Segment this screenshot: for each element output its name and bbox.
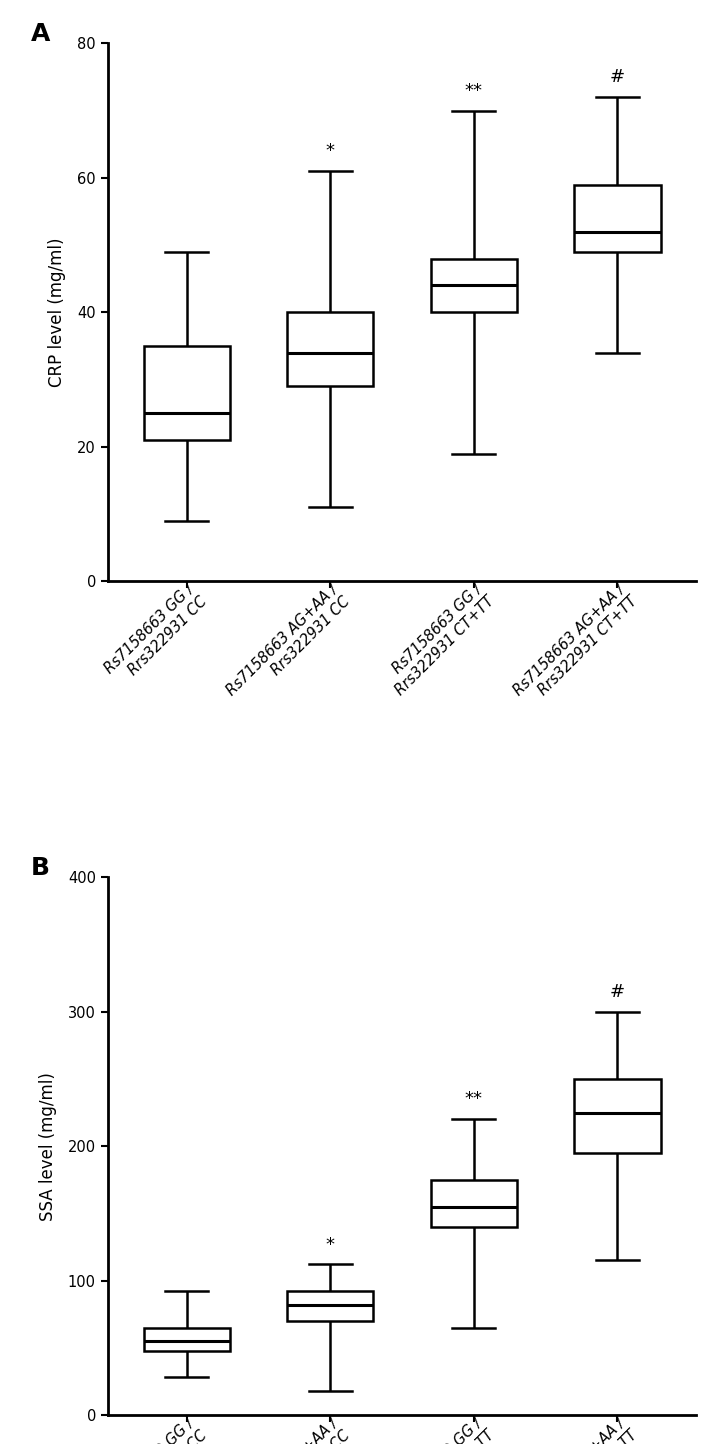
- PathPatch shape: [287, 1291, 373, 1321]
- Text: **: **: [465, 82, 483, 100]
- PathPatch shape: [431, 258, 517, 312]
- PathPatch shape: [574, 1079, 661, 1152]
- Text: #: #: [610, 983, 625, 1001]
- PathPatch shape: [431, 1180, 517, 1227]
- Text: Rs7158663 AG+AA /
Rrs322931 CC: Rs7158663 AG+AA / Rrs322931 CC: [224, 1415, 353, 1444]
- Y-axis label: SSA level (mg/ml): SSA level (mg/ml): [39, 1071, 57, 1220]
- Text: *: *: [326, 143, 335, 160]
- Text: Rs7158663 AG+AA /
Rrs322931 CC: Rs7158663 AG+AA / Rrs322931 CC: [224, 582, 353, 710]
- Text: Rs7158663 AG+AA /
Rrs322931 CT+TT: Rs7158663 AG+AA / Rrs322931 CT+TT: [511, 582, 640, 710]
- Text: Rs7158663 GG /
Rrs322931 CC: Rs7158663 GG / Rrs322931 CC: [102, 582, 210, 689]
- Text: Rs7158663 GG /
Rrs322931 CC: Rs7158663 GG / Rrs322931 CC: [102, 1415, 210, 1444]
- Text: B: B: [31, 856, 50, 879]
- Text: **: **: [465, 1090, 483, 1109]
- Text: #: #: [610, 68, 625, 87]
- Text: A: A: [31, 22, 50, 46]
- Text: Rs7158663 GG /
Rrs322931 CT+TT: Rs7158663 GG / Rrs322931 CT+TT: [380, 582, 497, 699]
- PathPatch shape: [574, 185, 661, 251]
- Text: Rs7158663 GG /
Rrs322931 CT+TT: Rs7158663 GG / Rrs322931 CT+TT: [380, 1415, 497, 1444]
- PathPatch shape: [144, 1327, 230, 1350]
- PathPatch shape: [287, 312, 373, 386]
- PathPatch shape: [144, 347, 230, 440]
- Text: Rs7158663 AG+AA /
Rrs322931 CT+TT: Rs7158663 AG+AA / Rrs322931 CT+TT: [511, 1415, 640, 1444]
- Y-axis label: CRP level (mg/ml): CRP level (mg/ml): [48, 238, 66, 387]
- Text: *: *: [326, 1236, 335, 1253]
